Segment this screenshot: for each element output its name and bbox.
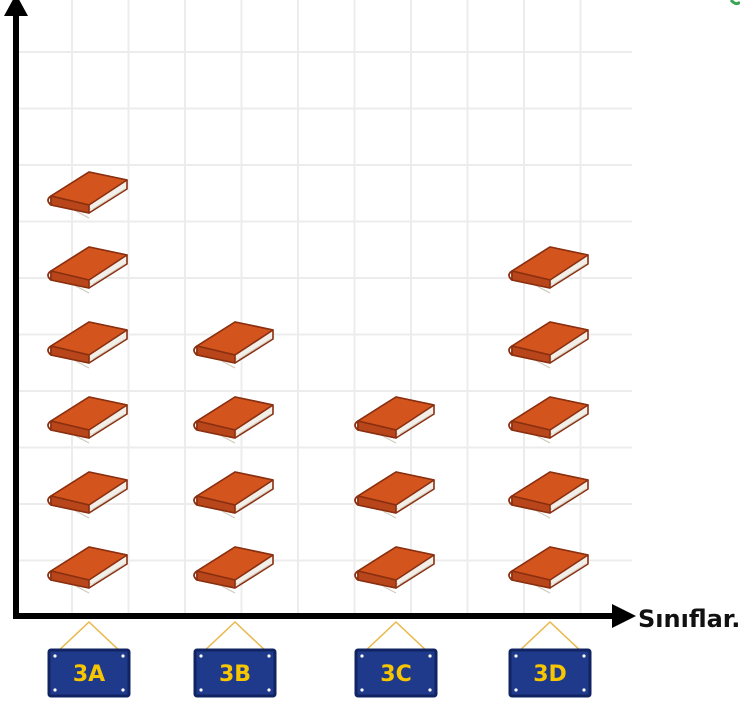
y-axis-arrow	[4, 0, 28, 16]
x-axis-arrow	[612, 604, 636, 628]
book-icon	[47, 321, 128, 369]
sign-nail	[121, 688, 125, 692]
category-sign: 3A	[47, 620, 131, 698]
category-sign-board	[508, 648, 592, 698]
x-tick-label: 3A	[73, 662, 105, 687]
x-tick-label: 3C	[380, 662, 411, 687]
book-icon	[508, 246, 589, 294]
sign-nail	[514, 688, 518, 692]
sign-nail	[360, 654, 364, 658]
sign-nail	[582, 688, 586, 692]
category-sign-board	[47, 648, 131, 698]
sign-nail	[53, 688, 57, 692]
book-icon	[47, 171, 128, 219]
sign-nail	[428, 654, 432, 658]
book-icon	[47, 546, 128, 594]
book-icon	[508, 321, 589, 369]
sign-string	[200, 620, 270, 655]
sign-nail	[267, 688, 271, 692]
book-icon	[47, 246, 128, 294]
x-axis-label: Sınıflar.	[638, 605, 740, 633]
book-icon	[193, 546, 274, 594]
sign-string	[515, 620, 585, 655]
sign-nail	[514, 654, 518, 658]
x-tick-label: 3D	[533, 662, 567, 687]
bar-3A	[47, 171, 128, 594]
sign-nail	[199, 654, 203, 658]
leaf-icon	[729, 0, 740, 6]
bar-3B	[193, 321, 274, 594]
book-icon	[354, 396, 435, 444]
sign-string	[361, 620, 431, 655]
category-sign: 3B	[193, 620, 277, 698]
sign-string	[54, 620, 124, 655]
axes	[4, 0, 636, 628]
x-tick-label: 3B	[219, 662, 251, 687]
category-sign: 3D	[508, 620, 592, 698]
book-icon	[508, 471, 589, 519]
book-icon	[193, 471, 274, 519]
sign-nail	[121, 654, 125, 658]
category-labels: 3A 3B 3C 3D	[47, 620, 592, 698]
grid-lines	[16, 0, 632, 616]
book-icon	[193, 396, 274, 444]
category-sign: 3C	[354, 620, 438, 698]
sign-nail	[53, 654, 57, 658]
book-icon	[508, 546, 589, 594]
book-icon	[47, 396, 128, 444]
book-icon	[47, 471, 128, 519]
sign-nail	[428, 688, 432, 692]
book-icon	[354, 546, 435, 594]
category-sign-board	[193, 648, 277, 698]
sign-nail	[199, 688, 203, 692]
sign-nail	[582, 654, 586, 658]
book-icon	[193, 321, 274, 369]
book-icon	[508, 396, 589, 444]
bar-3D	[508, 246, 589, 594]
sign-nail	[267, 654, 271, 658]
category-sign-board	[354, 648, 438, 698]
bar-3C	[354, 396, 435, 594]
book-icon	[354, 471, 435, 519]
sign-nail	[360, 688, 364, 692]
